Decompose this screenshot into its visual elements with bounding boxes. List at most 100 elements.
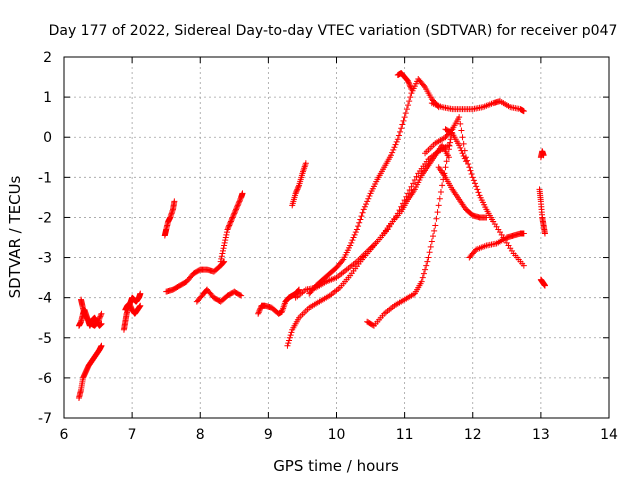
data-point: [520, 262, 527, 269]
data-point: [227, 218, 234, 225]
data-point: [218, 253, 225, 260]
data-point: [428, 238, 435, 245]
data-point: [472, 180, 479, 187]
data-point: [433, 215, 440, 222]
data-point: [541, 230, 548, 237]
data-point: [360, 206, 367, 213]
data-point: [231, 210, 238, 217]
data-point: [234, 203, 241, 210]
y-tick-label: -2: [38, 210, 52, 226]
data-point: [227, 219, 234, 226]
data-point: [222, 234, 229, 241]
data-point: [295, 287, 302, 294]
data-point: [406, 80, 413, 87]
data-point: [225, 225, 232, 232]
data-point: [235, 201, 242, 208]
data-point: [400, 117, 407, 124]
data-point: [411, 177, 418, 184]
data-point: [348, 239, 355, 246]
data-point: [226, 221, 233, 228]
series-s3: [78, 296, 105, 329]
data-point: [430, 233, 437, 240]
series-s5: [122, 300, 144, 317]
data-point: [365, 195, 372, 202]
data-point: [224, 226, 231, 233]
data-point: [236, 198, 243, 205]
data-point: [255, 309, 262, 316]
data-point: [407, 84, 414, 91]
data-point: [369, 322, 376, 329]
data-point: [234, 202, 241, 209]
data-point: [460, 140, 467, 147]
data-point: [219, 247, 226, 254]
series-s10: [255, 286, 303, 317]
data-point: [364, 198, 371, 205]
y-tick-label: -7: [38, 411, 52, 427]
data-point: [225, 223, 232, 230]
data-point: [399, 121, 406, 128]
data-point: [459, 150, 466, 157]
series-s24: [537, 276, 548, 289]
data-point: [474, 186, 481, 193]
data-point: [397, 128, 404, 135]
data-point: [351, 231, 358, 238]
data-point: [467, 167, 474, 174]
data-point: [256, 308, 263, 315]
data-point: [363, 201, 370, 208]
data-point: [219, 250, 226, 257]
y-tick-label: -6: [38, 371, 52, 387]
data-point: [402, 110, 409, 117]
data-point: [427, 243, 434, 250]
data-point: [255, 310, 262, 317]
series-s17: [364, 126, 456, 329]
x-tick-label: 12: [464, 427, 482, 443]
data-point: [459, 134, 466, 141]
series-s23: [536, 186, 548, 237]
data-point: [361, 203, 368, 210]
data-point: [468, 170, 475, 177]
data-point: [401, 197, 408, 204]
data-point: [388, 152, 394, 159]
data-point: [389, 149, 396, 156]
data-point: [394, 210, 401, 217]
data-point: [96, 316, 103, 323]
data-point: [98, 310, 105, 317]
y-axis-title: SDTVAR / TECUs: [6, 175, 24, 298]
data-point: [236, 197, 243, 204]
series-s6: [161, 198, 178, 239]
data-point: [541, 282, 548, 289]
data-point: [292, 190, 299, 197]
data-point: [284, 342, 291, 349]
data-point: [229, 215, 236, 222]
data-point: [230, 213, 237, 220]
y-tick-label: -5: [38, 331, 52, 347]
series-s7: [163, 258, 228, 295]
data-point: [222, 237, 229, 244]
data-point: [462, 158, 469, 165]
data-point: [217, 258, 224, 265]
series-s12: [284, 142, 452, 349]
data-point: [475, 189, 482, 196]
data-point: [286, 337, 293, 344]
data-point: [405, 78, 412, 85]
data-point: [426, 249, 433, 256]
data-point: [223, 231, 230, 238]
series-s8: [217, 190, 246, 265]
data-point: [295, 183, 302, 190]
data-point: [226, 222, 233, 229]
data-point: [231, 209, 238, 216]
data-point: [350, 234, 357, 241]
data-point: [466, 164, 473, 171]
series-s13: [306, 76, 442, 297]
data-point: [413, 173, 420, 180]
series-s9: [193, 286, 245, 305]
data-point: [447, 136, 454, 143]
data-point: [218, 255, 225, 262]
data-point: [445, 146, 452, 153]
data-point: [420, 82, 427, 89]
data-point: [457, 120, 464, 127]
data-point: [458, 127, 465, 134]
data-point: [230, 211, 237, 218]
data-point: [401, 114, 408, 121]
data-point: [456, 114, 463, 121]
